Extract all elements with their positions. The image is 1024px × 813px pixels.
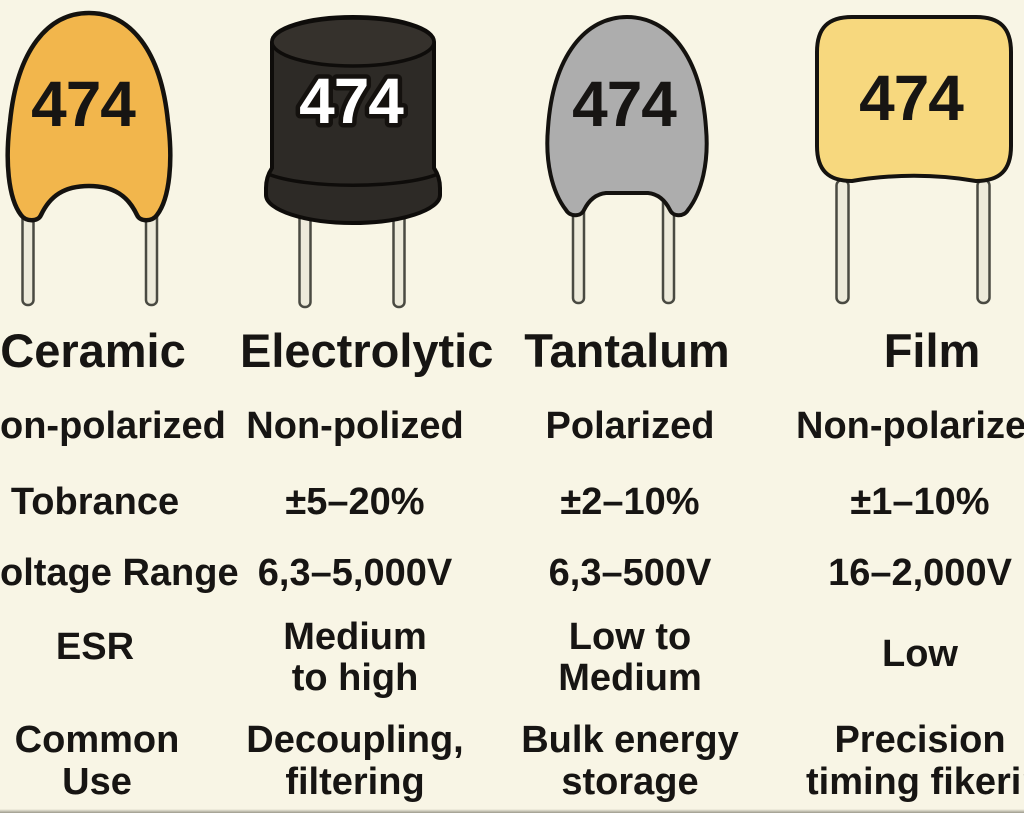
cell-tantalum-tolerance: ±2–10% — [560, 481, 700, 523]
cell-tantalum-use: Bulk energy storage — [512, 719, 748, 803]
film-marking-text: 474 — [859, 62, 964, 134]
cell-electrolytic-esr: Medium to high — [240, 617, 470, 699]
cell-voltage-label: oltage Range — [0, 552, 239, 594]
electrolytic-lead-left — [298, 208, 312, 309]
cell-tantalum-voltage: 6,3–500V — [548, 552, 712, 594]
tantalum-marking-text: 474 — [572, 68, 677, 140]
cell-film-tolerance: ±1–10% — [850, 481, 990, 523]
electrolytic-capacitor-illustration: 474 — [264, 15, 442, 309]
tantalum-capacitor-illustration: 474 — [545, 15, 709, 305]
cell-tantalum-esr: Low to Medium — [512, 617, 748, 699]
cell-line: Low to — [568, 616, 692, 658]
ceramic-marking-text: 474 — [31, 68, 136, 140]
film-lead-left — [835, 178, 850, 305]
ceramic-body — [5, 10, 173, 223]
cell-film-polarization: Non-polarize — [796, 405, 1024, 447]
cell-ceramic-polarization: on-polarized — [0, 405, 226, 447]
cell-electrolytic-voltage: 6,3–5,000V — [257, 552, 453, 594]
cell-film-use: Precision timing fikerin — [806, 719, 1024, 803]
cell-line: to high — [291, 657, 419, 699]
cell-esr-label: ESR — [55, 626, 135, 668]
electrolytic-lead-right — [392, 208, 406, 309]
cell-line: Use — [62, 761, 132, 803]
cell-tolerance-label: Tobrance — [10, 481, 180, 523]
title-film: Film — [883, 324, 981, 377]
cell-film-voltage: 16–2,000V — [828, 552, 1012, 594]
title-ceramic: Ceramic — [0, 324, 186, 377]
electrolytic-crimp-line — [267, 172, 439, 187]
cell-tantalum-polarization: Polarized — [545, 405, 715, 447]
cell-electrolytic-tolerance: ±5–20% — [285, 481, 425, 523]
cell-line: Decoupling, — [246, 719, 464, 761]
title-electrolytic: Electrolytic — [240, 324, 494, 377]
cell-line: Precision — [834, 719, 1006, 761]
cell-electrolytic-polarization: Non-polized — [246, 405, 464, 447]
cell-line: storage — [561, 761, 699, 803]
cell-line: timing fikerin — [806, 761, 1024, 803]
cell-electrolytic-use: Decoupling, filtering — [240, 719, 470, 803]
capacitor-illustrations: 474 474 474 474 — [5, 10, 1013, 309]
electrolytic-top-face — [270, 16, 436, 68]
cell-line: Bulk energy — [521, 719, 739, 761]
title-tantalum: Tantalum — [524, 324, 730, 377]
bottom-edge-shadow — [0, 809, 1024, 813]
cell-common-use-label: Common Use — [0, 719, 194, 803]
film-capacitor-illustration: 474 — [815, 15, 1013, 305]
ceramic-capacitor-illustration: 474 — [5, 10, 173, 307]
electrolytic-marking-text: 474 — [299, 65, 404, 137]
cell-line: Medium — [283, 616, 427, 658]
film-lead-right — [976, 178, 991, 305]
film-body — [815, 15, 1013, 183]
cell-line: Common — [14, 719, 180, 761]
cell-line: Medium — [558, 657, 702, 699]
tantalum-body — [545, 15, 709, 218]
cell-line: filtering — [285, 761, 425, 803]
cell-film-esr: Low — [882, 633, 958, 675]
